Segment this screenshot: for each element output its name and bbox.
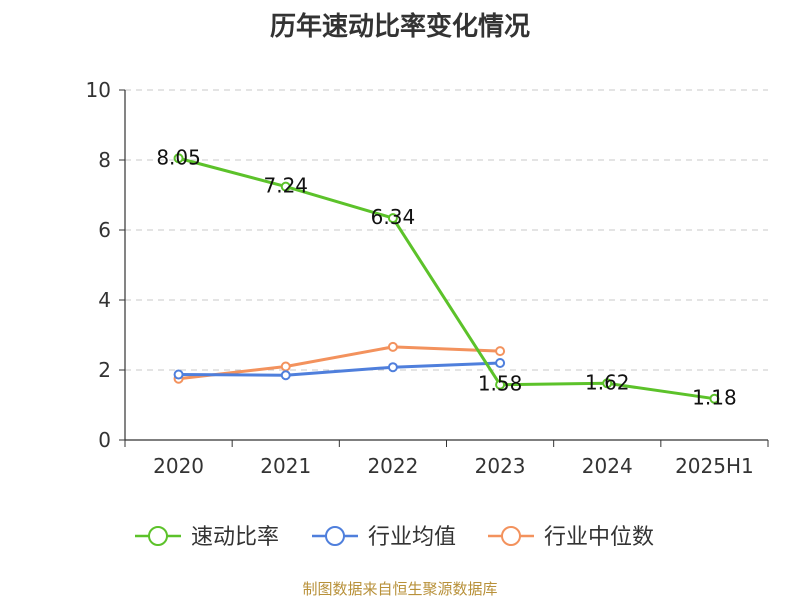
legend[interactable]: 速动比率 行业均值 行业中位数 [135, 525, 654, 550]
data-label: 7.24 [263, 174, 308, 198]
x-tick-label: 2023 [475, 454, 526, 478]
series-lines [173, 153, 720, 404]
legend-marker [501, 526, 521, 546]
data-point[interactable] [280, 361, 291, 372]
data-point[interactable] [173, 369, 184, 380]
data-label: 1.18 [692, 386, 737, 410]
data-label: 1.58 [478, 372, 523, 396]
legend-item-2[interactable]: 行业中位数 [488, 525, 654, 550]
x-tick-label: 2021 [260, 454, 311, 478]
axes: 0 2 4 6 8 10 2020 2021 2022 2023 2024 2025H1 [86, 78, 769, 478]
x-tick-label: 2025H1 [675, 454, 754, 478]
legend-item-1[interactable]: 行业均值 [312, 525, 456, 550]
y-tick-label: 4 [98, 288, 111, 312]
data-point[interactable] [495, 379, 506, 390]
y-tick-label: 8 [98, 148, 111, 172]
data-point[interactable] [280, 370, 291, 381]
data-label: 1.62 [585, 370, 630, 394]
data-point[interactable] [495, 358, 506, 368]
x-tick-label: 2020 [153, 454, 204, 478]
y-tick-label: 10 [86, 78, 111, 102]
data-point[interactable] [387, 362, 398, 373]
data-point[interactable] [495, 346, 506, 357]
legend-label: 速动比率 [191, 525, 279, 550]
data-point[interactable] [280, 181, 291, 192]
y-tick-label: 2 [98, 358, 111, 382]
legend-marker [325, 526, 345, 546]
data-point[interactable] [387, 341, 398, 352]
legend-marker [148, 526, 168, 546]
legend-label: 行业中位数 [544, 525, 654, 550]
source-footer: 制图数据来自恒生聚源数据库 [302, 580, 498, 598]
data-point[interactable] [387, 213, 398, 224]
series-line-1 [178, 361, 501, 377]
data-label: 6.34 [371, 205, 416, 229]
y-tick-label: 6 [98, 218, 111, 242]
data-point[interactable] [709, 393, 720, 404]
x-tick-label: 2022 [367, 454, 418, 478]
data-label: 8.05 [156, 145, 201, 169]
data-point[interactable] [173, 153, 184, 164]
y-tick-label: 0 [98, 428, 111, 452]
x-tick-label: 2024 [582, 454, 633, 478]
data-labels: 8.05 7.24 6.34 1.58 1.62 1.18 [156, 145, 736, 409]
data-point[interactable] [602, 378, 613, 389]
chart-title: 历年速动比率变化情况 [269, 12, 530, 42]
grid-lines [125, 89, 768, 371]
series-line-0 [178, 156, 715, 401]
legend-label: 行业均值 [368, 525, 456, 550]
legend-item-0[interactable]: 速动比率 [135, 525, 279, 550]
series-line-2 [178, 345, 501, 381]
